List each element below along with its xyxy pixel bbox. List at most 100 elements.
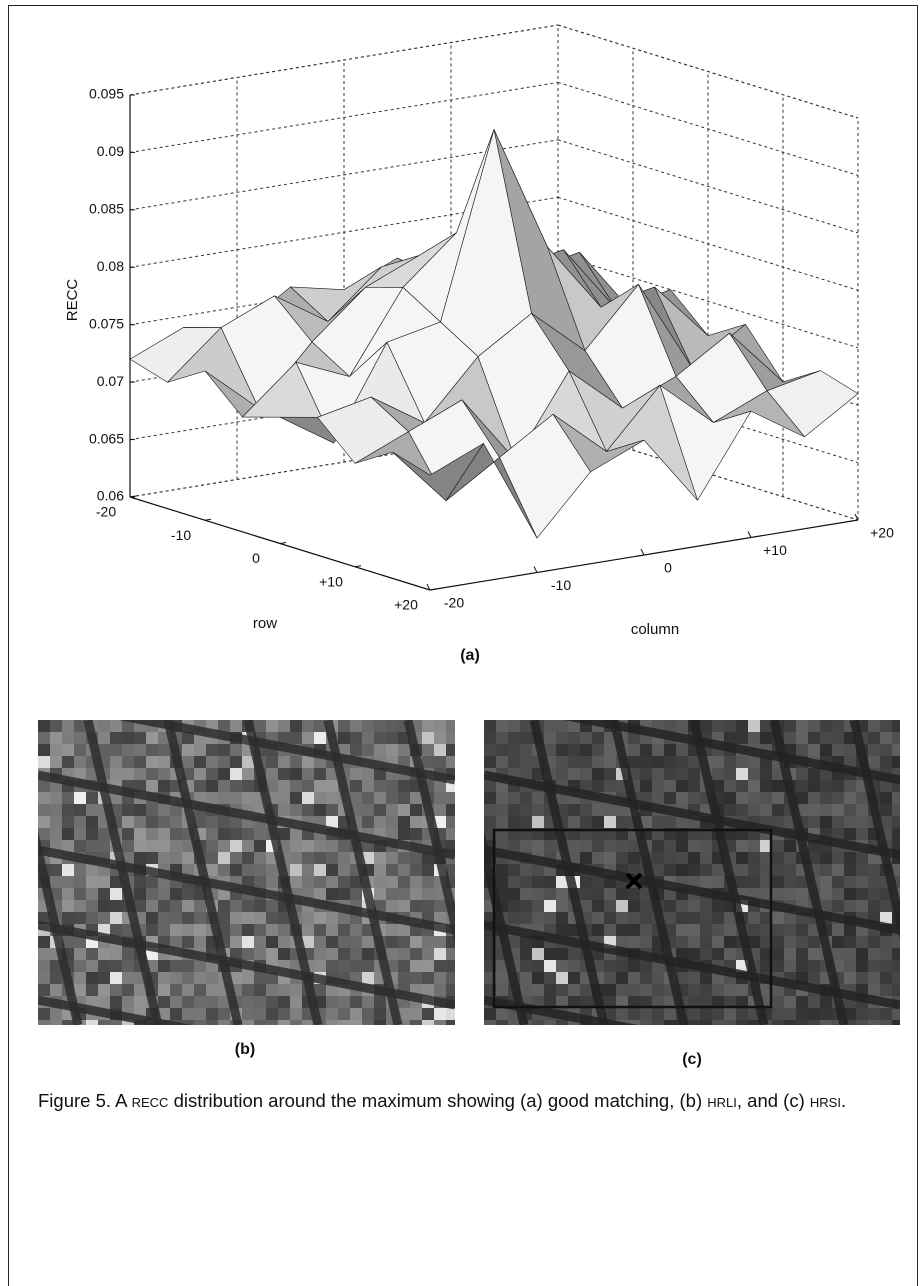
image-block <box>158 840 170 852</box>
image-block <box>38 828 50 840</box>
image-block <box>206 840 218 852</box>
image-block <box>880 732 892 744</box>
image-block <box>844 960 856 972</box>
image-block <box>230 864 242 876</box>
image-block <box>760 780 772 792</box>
image-block <box>556 960 568 972</box>
image-block <box>832 792 844 804</box>
column-tick-label: -10 <box>551 577 571 593</box>
image-block <box>868 888 880 900</box>
column-tick-label: 0 <box>664 560 672 576</box>
image-block <box>736 1008 748 1020</box>
image-block <box>230 780 242 792</box>
image-block <box>748 912 760 924</box>
image-block <box>422 888 434 900</box>
image-block <box>314 804 326 816</box>
image-block <box>398 876 410 888</box>
image-block <box>556 924 568 936</box>
tick-mark <box>641 549 644 555</box>
image-block <box>892 720 900 732</box>
image-block <box>772 888 784 900</box>
image-block <box>338 732 350 744</box>
image-block <box>868 720 880 732</box>
image-block <box>616 900 628 912</box>
image-block <box>74 900 86 912</box>
image-block <box>122 816 134 828</box>
image-block <box>350 1008 362 1020</box>
image-block <box>820 804 832 816</box>
image-block <box>170 852 182 864</box>
image-block <box>98 732 110 744</box>
image-block <box>556 756 568 768</box>
image-block <box>122 804 134 816</box>
image-block <box>700 864 712 876</box>
image-block <box>86 816 98 828</box>
image-block <box>278 924 290 936</box>
image-block <box>254 852 266 864</box>
image-block <box>856 792 868 804</box>
image-block <box>302 720 314 732</box>
image-block <box>808 936 820 948</box>
image-block <box>808 996 820 1008</box>
image-block <box>688 840 700 852</box>
image-block <box>880 900 892 912</box>
image-block <box>230 768 242 780</box>
image-block <box>362 972 374 984</box>
image-block <box>170 912 182 924</box>
image-block <box>62 876 74 888</box>
image-block <box>386 876 398 888</box>
image-block <box>640 768 652 780</box>
image-block <box>38 816 50 828</box>
image-block <box>206 744 218 756</box>
image-block <box>302 804 314 816</box>
image-block <box>760 804 772 816</box>
image-block <box>50 1008 62 1020</box>
image-block <box>302 912 314 924</box>
image-block <box>182 756 194 768</box>
z-tick-label: 0.06 <box>97 488 124 504</box>
image-block <box>206 816 218 828</box>
image-block <box>652 756 664 768</box>
image-block <box>218 792 230 804</box>
image-block <box>592 924 604 936</box>
image-block <box>122 996 134 1008</box>
image-block <box>580 804 592 816</box>
image-block <box>422 864 434 876</box>
image-block <box>664 744 676 756</box>
image-block <box>892 972 900 984</box>
image-block <box>254 972 266 984</box>
z-tick-label: 0.065 <box>89 430 124 446</box>
z-tick-label: 0.095 <box>89 86 124 102</box>
image-block <box>592 852 604 864</box>
image-block <box>98 720 110 732</box>
image-block <box>182 852 194 864</box>
image-block <box>254 1008 266 1020</box>
image-block <box>218 744 230 756</box>
caption-text: distribution around the maximum showing … <box>168 1090 707 1111</box>
image-block <box>434 948 446 960</box>
image-block <box>712 756 724 768</box>
image-block <box>760 732 772 744</box>
image-block <box>446 816 455 828</box>
image-block <box>628 912 640 924</box>
image-block <box>446 1008 455 1020</box>
image-block <box>134 828 146 840</box>
image-block <box>508 900 520 912</box>
image-block <box>796 720 808 732</box>
image-block <box>242 840 254 852</box>
image-block <box>748 768 760 780</box>
image-block <box>772 792 784 804</box>
image-block <box>556 972 568 984</box>
image-block <box>86 960 98 972</box>
image-block <box>134 804 146 816</box>
image-block <box>242 792 254 804</box>
image-block <box>386 852 398 864</box>
image-block <box>688 948 700 960</box>
image-block <box>74 756 86 768</box>
image-block <box>796 888 808 900</box>
image-block <box>314 792 326 804</box>
image-block <box>302 732 314 744</box>
image-block <box>50 792 62 804</box>
image-block <box>278 780 290 792</box>
image-block <box>604 768 616 780</box>
